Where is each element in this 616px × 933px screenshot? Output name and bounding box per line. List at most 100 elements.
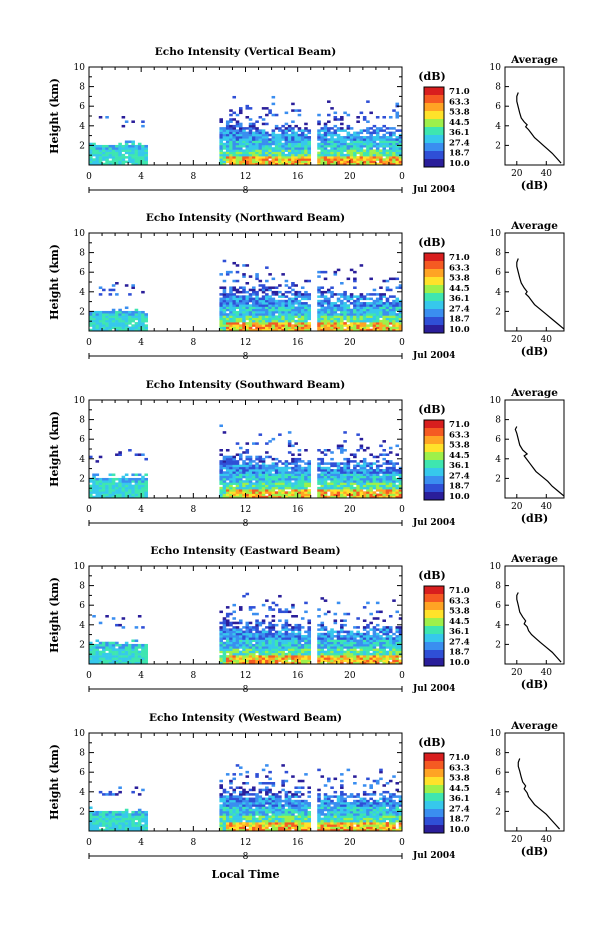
- heatmap-cell: [360, 489, 364, 492]
- heatmap-cell: [330, 648, 334, 651]
- heatmap-cell: [395, 322, 399, 325]
- heatmap-cell: [334, 152, 338, 155]
- heatmap-cell: [255, 304, 259, 307]
- heatmap-cell: [265, 653, 269, 656]
- heatmap-cell: [275, 482, 279, 485]
- heatmap-cell: [272, 138, 276, 141]
- heatmap-cell: [347, 633, 351, 636]
- heatmap-cell: [246, 593, 250, 596]
- heatmap-cell: [89, 655, 93, 658]
- heatmap-cell: [281, 626, 285, 629]
- heatmap-cell: [278, 304, 282, 307]
- heatmap-cell: [102, 478, 106, 481]
- heatmap-cell: [223, 491, 227, 494]
- heatmap-cell: [343, 619, 347, 622]
- heatmap-cell: [373, 628, 377, 631]
- heatmap-cell: [246, 324, 250, 327]
- heatmap-cell: [268, 646, 272, 649]
- heatmap-cell: [376, 132, 380, 135]
- heatmap-cell: [265, 489, 269, 492]
- heatmap-cell: [265, 456, 269, 459]
- heatmap-cell: [379, 145, 383, 148]
- heatmap-cell: [386, 313, 390, 316]
- average-y-tick-label: 8: [495, 249, 501, 259]
- heatmap-cell: [291, 284, 295, 287]
- heatmap-cell: [125, 156, 129, 159]
- heatmap-cell: [353, 315, 357, 318]
- heatmap-cell: [350, 136, 354, 139]
- heatmap-cell: [226, 606, 230, 609]
- heatmap-cell: [386, 127, 390, 130]
- heatmap-cell: [144, 320, 148, 323]
- heatmap-cell: [395, 147, 399, 150]
- heatmap-cell: [96, 640, 100, 643]
- heatmap-cell: [317, 487, 321, 490]
- heatmap-cell: [340, 282, 344, 285]
- heatmap-cell: [350, 476, 354, 479]
- heatmap-cell: [379, 127, 383, 130]
- heatmap-cell: [275, 158, 279, 161]
- heatmap-cell: [353, 145, 357, 148]
- heatmap-cell: [343, 478, 347, 481]
- average-frame: [505, 566, 564, 664]
- heatmap-cell: [122, 318, 126, 321]
- heatmap-cell: [268, 149, 272, 152]
- heatmap-cell: [356, 132, 360, 135]
- heatmap-cell: [226, 123, 230, 126]
- heatmap-cell: [236, 626, 240, 629]
- heatmap-cell: [99, 644, 103, 647]
- heatmap-cell: [307, 633, 311, 636]
- heatmap-cell: [317, 309, 321, 312]
- heatmap-cell: [275, 462, 279, 465]
- heatmap-cell: [229, 118, 233, 121]
- heatmap-cell: [223, 657, 227, 660]
- heatmap-cell: [307, 460, 311, 463]
- heatmap-cell: [141, 480, 145, 483]
- heatmap-cell: [242, 471, 246, 474]
- heatmap-cell: [356, 145, 360, 148]
- heatmap-cell: [268, 141, 272, 144]
- heatmap-cell: [304, 298, 308, 301]
- heatmap-cell: [334, 309, 338, 312]
- heatmap-cell: [369, 147, 373, 150]
- heatmap-cell: [236, 465, 240, 468]
- heatmap-cell: [229, 149, 233, 152]
- heatmap-cell: [226, 460, 230, 463]
- heatmap-cell: [347, 489, 351, 492]
- heatmap-cell: [395, 474, 399, 477]
- heatmap-cell: [376, 611, 380, 614]
- heatmap-cell: [379, 637, 383, 640]
- heatmap-cell: [219, 161, 223, 164]
- heatmap-cell: [281, 655, 285, 658]
- heatmap-cell: [307, 622, 311, 625]
- heatmap-cell: [232, 320, 236, 323]
- heatmap-cell: [252, 315, 256, 318]
- heatmap-cell: [363, 478, 367, 481]
- heatmap-cell: [128, 322, 132, 325]
- heatmap-cell: [99, 116, 103, 119]
- heatmap-cell: [337, 631, 341, 634]
- heatmap-cell: [229, 132, 233, 135]
- heatmap-cell: [275, 161, 279, 164]
- heatmap-cell: [324, 644, 328, 647]
- heatmap-cell: [232, 494, 236, 497]
- heatmap-cell: [386, 635, 390, 638]
- heatmap-cell: [294, 307, 298, 310]
- heatmap-cell: [395, 327, 399, 330]
- heatmap-cell: [232, 145, 236, 148]
- heatmap-cell: [125, 474, 129, 477]
- heatmap-cell: [317, 615, 321, 618]
- heatmap-cell: [226, 141, 230, 144]
- heatmap-cell: [262, 469, 266, 472]
- heatmap-cell: [307, 158, 311, 161]
- heatmap-cell: [122, 491, 126, 494]
- heatmap-cell: [285, 622, 289, 625]
- heatmap-cell: [223, 622, 227, 625]
- heatmap-cell: [255, 313, 259, 316]
- heatmap-cell: [324, 485, 328, 488]
- heatmap-cell: [268, 307, 272, 310]
- heatmap-cell: [337, 324, 341, 327]
- heatmap-cell: [340, 480, 344, 483]
- heatmap-cell: [301, 304, 305, 307]
- heatmap-cell: [232, 642, 236, 645]
